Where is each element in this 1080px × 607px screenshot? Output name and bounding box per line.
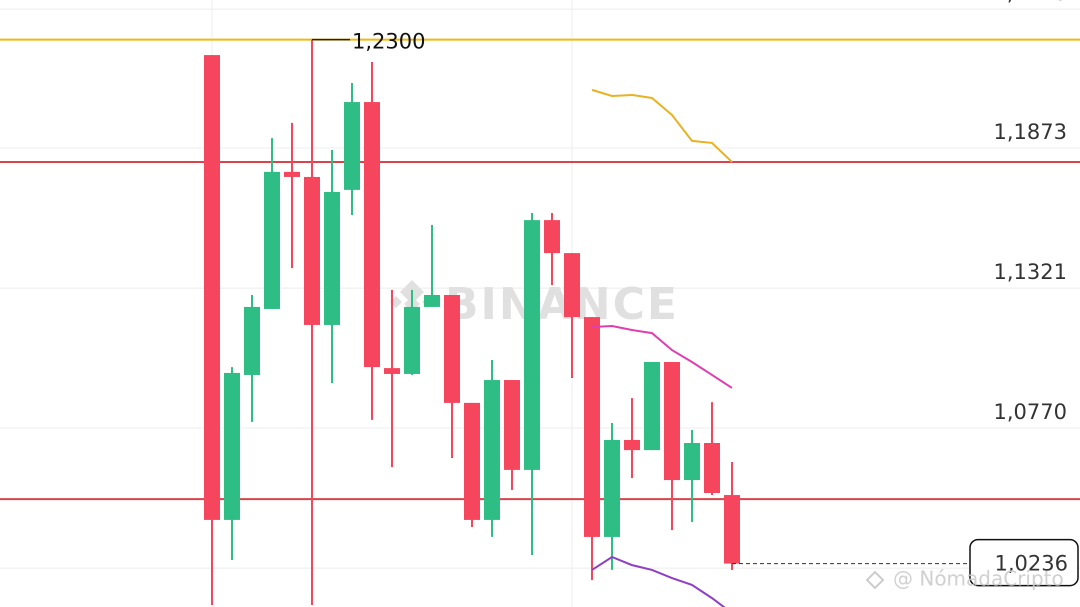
candle-body [684, 443, 700, 481]
candle-body [324, 191, 340, 325]
candle-body [244, 306, 260, 375]
candle-body [624, 439, 640, 451]
watermark-group: BINANCE [390, 279, 679, 330]
candle-body [484, 380, 500, 520]
plot [0, 38, 1080, 607]
candle-body [224, 372, 240, 520]
candle-body [604, 439, 620, 537]
indicator-line [591, 324, 733, 389]
last-price-box [969, 538, 1079, 587]
candle-body [644, 362, 660, 451]
y-tick-label: 1,1873 [994, 120, 1067, 144]
candle-body [444, 294, 460, 403]
candle-body [284, 171, 300, 177]
candle-body [304, 176, 320, 325]
credit-icon [865, 570, 885, 590]
candle-body [464, 402, 480, 520]
candle-body [704, 443, 720, 494]
indicator-line [591, 88, 733, 163]
candle-body [544, 220, 560, 254]
y-tick-label: 1,2420 [994, 0, 1067, 5]
candle-body [664, 362, 680, 481]
candle-body [564, 253, 580, 318]
y-tick-label: 1,1321 [994, 260, 1067, 284]
overlay: 1,2300 1,0236@ NómadaCripto [312, 30, 1079, 591]
candle-body [204, 55, 220, 520]
watermark: BINANCE [445, 279, 679, 330]
candle-body [724, 495, 740, 564]
candle-body [424, 294, 440, 307]
candle-body [404, 306, 420, 374]
candle-body [344, 102, 360, 190]
max-label: 1,2300 [352, 30, 425, 54]
indicator-line [591, 555, 726, 607]
candle-body [524, 220, 540, 470]
candle-body [504, 380, 520, 470]
candle-body [364, 102, 380, 368]
candle-body [264, 171, 280, 309]
last-price-label: 1,0236 [995, 552, 1068, 576]
credit: @ NómadaCripto [893, 567, 1064, 591]
y-tick-label: 1,0770 [994, 400, 1067, 424]
candle-body [384, 368, 400, 374]
candle-body [584, 317, 600, 537]
